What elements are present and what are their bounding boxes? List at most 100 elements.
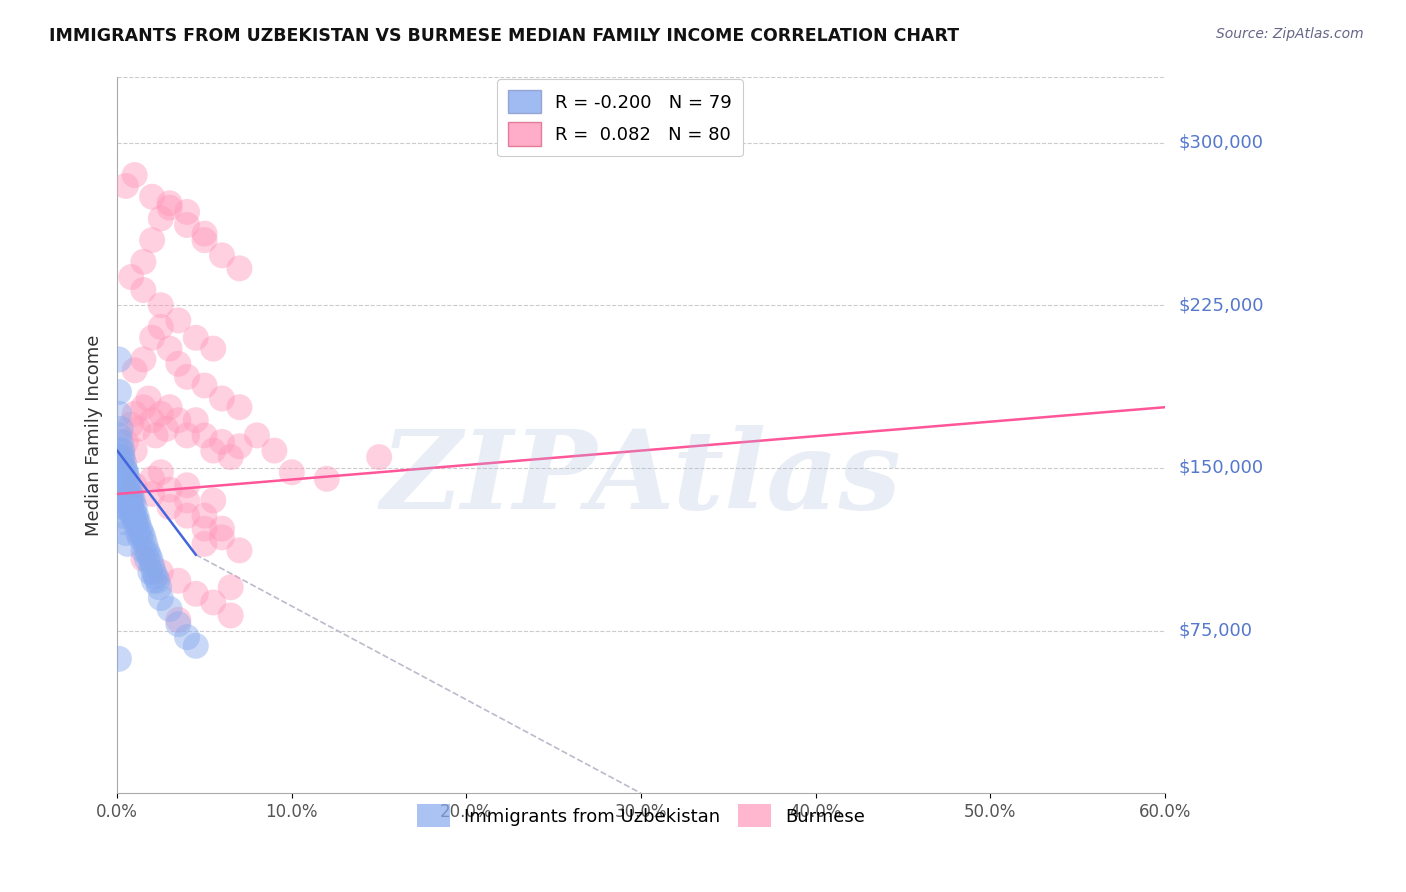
Point [124,515,146,529]
Point [246,428,269,442]
Point [184,639,207,653]
Point [120,500,142,514]
Point [167,617,190,632]
Point [176,508,198,523]
Point [149,591,172,606]
Point [176,478,198,492]
Point [128,530,150,544]
Point [108,652,131,666]
Point [149,298,172,312]
Point [110,493,132,508]
Point [110,422,132,436]
Point [202,443,225,458]
Point [110,443,132,458]
Point [125,508,148,523]
Point [127,526,149,541]
Point [120,493,142,508]
Point [117,493,139,508]
Point [228,543,250,558]
Point [149,565,172,579]
Point [167,313,190,327]
Point [111,465,134,479]
Point [111,443,134,458]
Point [228,439,250,453]
Point [132,543,155,558]
Point [211,522,233,536]
Point [132,530,155,544]
Point [263,443,285,458]
Point [115,178,138,193]
Point [111,508,134,523]
Point [155,422,177,436]
Point [193,537,215,551]
Point [135,552,157,566]
Point [211,392,233,406]
Point [118,493,141,508]
Point [131,526,153,541]
Point [211,530,233,544]
Point [184,587,207,601]
Point [111,450,134,464]
Point [149,465,172,479]
Point [146,574,169,588]
Point [112,483,135,497]
Text: $150,000: $150,000 [1180,459,1264,477]
Point [167,413,190,427]
Point [159,500,181,514]
Point [111,450,134,464]
Point [219,580,242,594]
Point [125,515,148,529]
Point [115,465,138,479]
Point [117,472,139,486]
Point [184,413,207,427]
Point [176,205,198,219]
Point [141,472,163,486]
Point [145,428,167,442]
Point [118,487,141,501]
Point [108,450,131,464]
Point [135,543,157,558]
Point [149,320,172,334]
Point [193,378,215,392]
Point [124,443,146,458]
Point [115,465,138,479]
Point [115,526,138,541]
Point [132,400,155,414]
Point [127,515,149,529]
Point [132,352,155,367]
Point [134,537,156,551]
Point [176,369,198,384]
Point [159,400,181,414]
Point [112,515,135,529]
Point [120,417,142,432]
Point [193,233,215,247]
Y-axis label: Median Family Income: Median Family Income [86,334,103,536]
Point [145,569,167,583]
Point [139,565,162,579]
Point [112,457,135,471]
Point [112,472,135,486]
Text: ZIPAtlas: ZIPAtlas [381,425,901,533]
Point [117,483,139,497]
Point [128,522,150,536]
Point [117,478,139,492]
Point [141,190,163,204]
Point [138,548,160,562]
Point [111,487,134,501]
Point [193,428,215,442]
Point [211,248,233,262]
Point [124,500,146,514]
Point [132,255,155,269]
Point [108,352,131,367]
Point [228,400,250,414]
Point [110,487,132,501]
Point [124,363,146,377]
Point [141,413,163,427]
Point [141,487,163,501]
Point [118,483,141,497]
Point [124,478,146,492]
Point [112,461,135,475]
Point [193,508,215,523]
Point [124,508,146,523]
Point [117,537,139,551]
